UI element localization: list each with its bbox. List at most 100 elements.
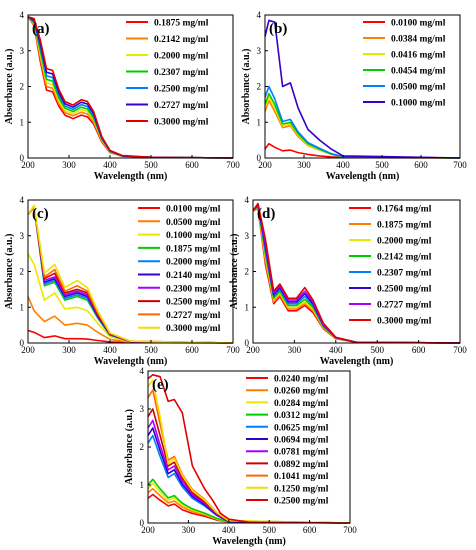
legend-entry: 0.0384 mg/ml [391,35,446,45]
legend-entry: 0.1000 mg/ml [166,231,221,241]
x-tick-label: 600 [303,525,317,535]
y-tick-label: 3 [140,404,145,414]
x-tick-label: 500 [144,345,158,355]
y-tick-label: 1 [140,480,145,490]
x-axis-label: Wavelength (nm) [94,171,168,182]
y-tick-label: 0 [257,153,262,163]
y-tick-label: 1 [20,117,25,127]
legend-entry: 0.3000 mg/ml [166,324,221,334]
x-tick-label: 500 [375,160,389,170]
legend-entry: 0.0240 mg/ml [274,375,329,385]
series-line [147,379,351,524]
x-tick-label: 200 [246,345,260,355]
x-tick-label: 400 [329,345,343,355]
x-tick-label: 300 [297,160,311,170]
x-tick-label: 200 [258,160,272,170]
legend-entry: 0.2500 mg/ml [154,85,209,95]
series-line [264,19,461,159]
legend-entry: 0.2500 mg/ml [166,298,221,308]
legend-entry: 0.0781 mg/ml [274,448,329,458]
series-line [147,478,351,524]
legend-entry: 0.2307 mg/ml [154,68,209,78]
panel-e: 200 300 400 500 600 700 0 1 2 3 4 Wavelength (nm) Ab… [124,366,357,547]
series-line [252,202,461,344]
y-axis-label: Absorbance (a.u.) [124,409,135,485]
y-tick-label: 0 [245,338,250,348]
x-tick-label: 200 [21,160,35,170]
legend-entry: 0.1764 mg/ml [377,205,432,215]
legend-entry: 0.2000 mg/ml [377,237,432,247]
legend-entry: 0.2727 mg/ml [377,301,432,311]
panel-label: (a) [32,21,50,37]
y-tick-label: 4 [20,195,25,205]
y-tick-label: 3 [245,231,250,241]
x-tick-label: 600 [414,160,428,170]
legend-entry: 0.3000 mg/ml [154,118,209,128]
panel-label: (b) [269,21,287,37]
y-tick-label: 1 [245,302,250,312]
legend-entry: 0.2307 mg/ml [377,269,432,279]
legend-entry: 0.3000 mg/ml [377,317,432,327]
legend-entry: 0.0312 mg/ml [274,411,329,421]
x-tick-label: 200 [141,525,155,535]
legend-entry: 0.1250 mg/ml [274,484,329,494]
y-tick-label: 4 [245,195,250,205]
legend-entry: 0.1041 mg/ml [274,472,329,482]
panel-label: (d) [257,206,275,222]
x-tick-label: 300 [62,160,76,170]
x-tick-label: 300 [182,525,196,535]
panel-b: 200 300 400 500 600 700 0 1 2 3 4 Wavelength (nm) Ab… [241,10,467,182]
y-tick-label: 1 [20,302,25,312]
series-line [27,204,234,344]
legend-entry: 0.2000 mg/ml [154,52,209,62]
legend-entry: 0.2500 mg/ml [377,285,432,295]
legend-entry: 0.0100 mg/ml [166,205,221,215]
legend-entry: 0.2000 mg/ml [166,258,221,268]
legend-entry: 0.2142 mg/ml [154,35,209,45]
x-tick-label: 700 [343,525,357,535]
x-tick-label: 600 [185,160,199,170]
legend-entry: 0.2142 mg/ml [377,253,432,263]
legend-entry: 0.1875 mg/ml [154,19,209,29]
y-tick-label: 4 [257,10,262,20]
y-tick-label: 2 [20,267,25,277]
x-tick-label: 400 [103,345,117,355]
x-tick-label: 700 [453,160,467,170]
legend-entry: 0.1875 mg/ml [166,244,221,254]
x-tick-label: 700 [226,160,240,170]
panel-a: 200 300 400 500 600 700 0 1 2 3 4 Wavelength (nm) Ab… [4,10,240,182]
legend-entry: 0.2727 mg/ml [166,311,221,321]
y-tick-label: 4 [20,10,25,20]
y-tick-label: 2 [20,82,25,92]
panel-label: (e) [152,377,169,393]
x-tick-label: 500 [262,525,276,535]
legend-entry: 0.0625 mg/ml [274,423,329,433]
x-tick-label: 400 [222,525,236,535]
x-tick-label: 300 [288,345,302,355]
x-tick-label: 700 [453,345,467,355]
x-tick-label: 200 [21,345,35,355]
y-axis-label: Absorbance (a.u.) [241,49,252,125]
x-tick-label: 600 [185,345,199,355]
x-tick-label: 600 [412,345,426,355]
y-tick-label: 0 [140,518,145,528]
x-tick-label: 300 [62,345,76,355]
series-line [147,374,351,524]
legend-entry: 0.1000 mg/ml [391,99,446,109]
panel-label: (c) [32,206,49,222]
y-axis-label: Absorbance (a.u.) [4,234,15,310]
x-tick-label: 700 [226,345,240,355]
x-axis-label: Wavelength (nm) [94,356,168,367]
series-line [27,16,234,159]
series-line [264,142,461,159]
legend-entry: 0.0100 mg/ml [391,19,446,29]
legend-entry: 0.0416 mg/ml [391,51,446,61]
y-tick-label: 1 [257,117,262,127]
y-tick-label: 3 [20,231,25,241]
legend-entry: 0.2727 mg/ml [154,101,209,111]
series-line [27,253,234,344]
y-tick-label: 0 [20,153,25,163]
series-line [27,329,234,344]
panel-d: 200 300 400 500 600 700 0 1 2 3 4 Wavelength (nm) Ab… [229,195,467,367]
